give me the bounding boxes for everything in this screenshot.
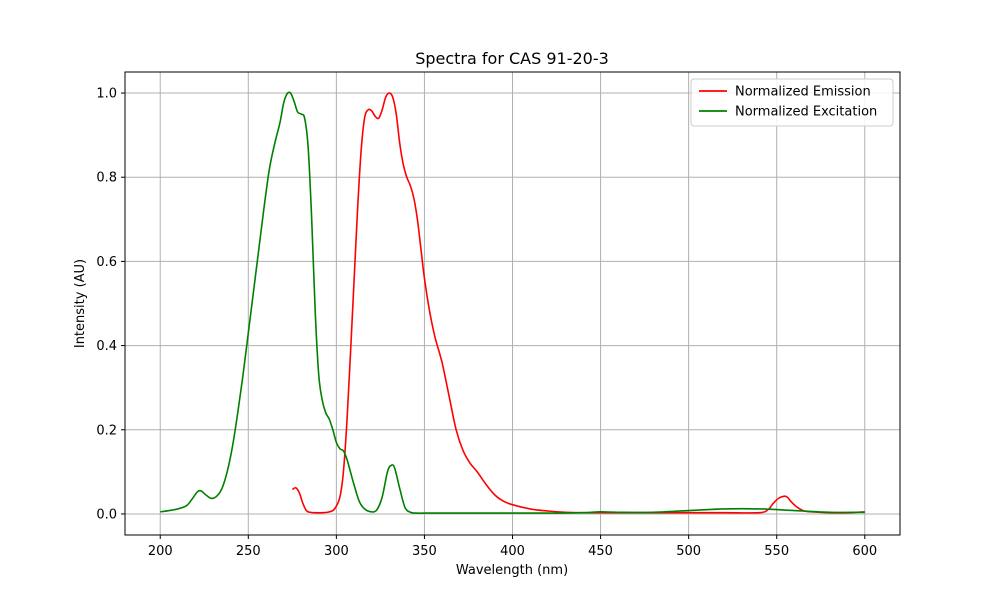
series-line-emission xyxy=(291,92,865,514)
legend-box xyxy=(690,78,894,127)
legend-label: Normalized Emission xyxy=(735,85,871,100)
series-line-excitation xyxy=(160,91,865,514)
x-tick-label: 600 xyxy=(852,544,877,559)
y-tick-label: 0.0 xyxy=(96,507,117,522)
x-tick-label: 550 xyxy=(764,544,789,559)
x-tick-label: 350 xyxy=(412,544,437,559)
y-tick-label: 0.6 xyxy=(96,255,117,270)
x-tick-label: 450 xyxy=(588,544,613,559)
x-tick-label: 200 xyxy=(148,544,173,559)
series-layer xyxy=(160,91,865,514)
x-axis-label: Wavelength (nm) xyxy=(456,563,568,578)
y-axis-label: Intensity (AU) xyxy=(73,259,88,348)
legend: Normalized Emission Normalized Excitation xyxy=(690,78,894,127)
y-tick-label: 0.2 xyxy=(96,423,117,438)
y-tick-label: 0.4 xyxy=(96,339,117,354)
x-tick-label: 400 xyxy=(500,544,525,559)
ticks: 200 250 300 350 400 450 500 550 600 0.0 0.2 0.4 0.6 0… xyxy=(96,87,877,559)
x-tick-label: 250 xyxy=(236,544,261,559)
legend-label: Normalized Excitation xyxy=(735,105,877,120)
y-tick-label: 0.8 xyxy=(96,171,117,186)
x-tick-label: 300 xyxy=(324,544,349,559)
x-tick-label: 500 xyxy=(676,544,701,559)
y-tick-label: 1.0 xyxy=(96,87,117,102)
grid xyxy=(125,72,900,535)
chart-title: Spectra for CAS 91-20-3 xyxy=(415,49,609,68)
